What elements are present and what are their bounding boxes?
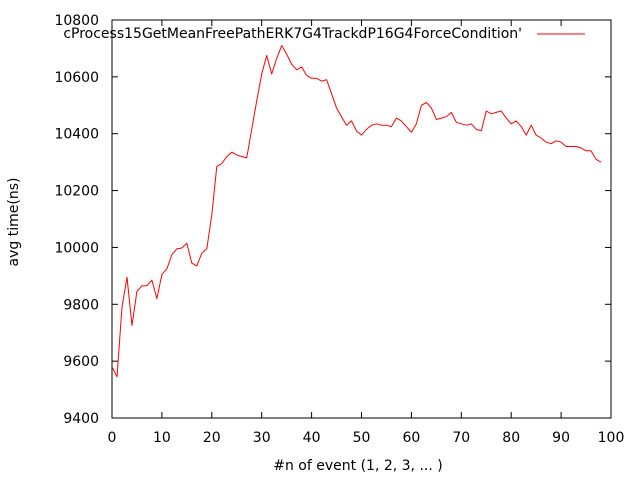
x-tick-label: 100 bbox=[598, 430, 625, 446]
y-tick-label: 10200 bbox=[54, 184, 99, 200]
x-tick-label: 80 bbox=[502, 430, 520, 446]
y-tick-label: 10800 bbox=[54, 13, 99, 29]
x-axis-label: #n of event (1, 2, 3, ... ) bbox=[273, 458, 442, 474]
y-tick-label: 10000 bbox=[54, 240, 99, 256]
series-layer bbox=[111, 45, 602, 378]
x-tick-label: 40 bbox=[303, 430, 321, 446]
x-axis-ticks: 0 10 20 30 40 50 60 70 80 90 100 bbox=[108, 20, 625, 446]
y-tick-label: 9800 bbox=[63, 297, 99, 313]
legend-label: cProcess15GetMeanFreePathERK7G4TrackdP16… bbox=[63, 26, 522, 42]
y-tick-label: 9600 bbox=[63, 354, 99, 370]
y-tick-label: 10600 bbox=[54, 70, 99, 86]
x-tick-label: 20 bbox=[203, 430, 221, 446]
plot-border bbox=[111, 19, 612, 419]
y-tick-label: 10400 bbox=[54, 127, 99, 143]
x-tick-label: 30 bbox=[253, 430, 271, 446]
y-axis-label: avg time(ns) bbox=[6, 178, 22, 267]
x-tick-label: 70 bbox=[452, 430, 470, 446]
y-tick-label: 9400 bbox=[63, 411, 99, 427]
plot-frame bbox=[111, 19, 612, 419]
x-tick-label: 60 bbox=[402, 430, 420, 446]
x-tick-label: 90 bbox=[552, 430, 570, 446]
y-axis-ticks: 9400 9600 9800 10000 10200 10400 10600 10800 bbox=[54, 13, 611, 427]
x-tick-label: 0 bbox=[108, 430, 117, 446]
legend: cProcess15GetMeanFreePathERK7G4TrackdP16… bbox=[63, 26, 585, 42]
x-tick-label: 50 bbox=[353, 430, 371, 446]
x-tick-label: 10 bbox=[153, 430, 171, 446]
series-line bbox=[111, 45, 602, 378]
